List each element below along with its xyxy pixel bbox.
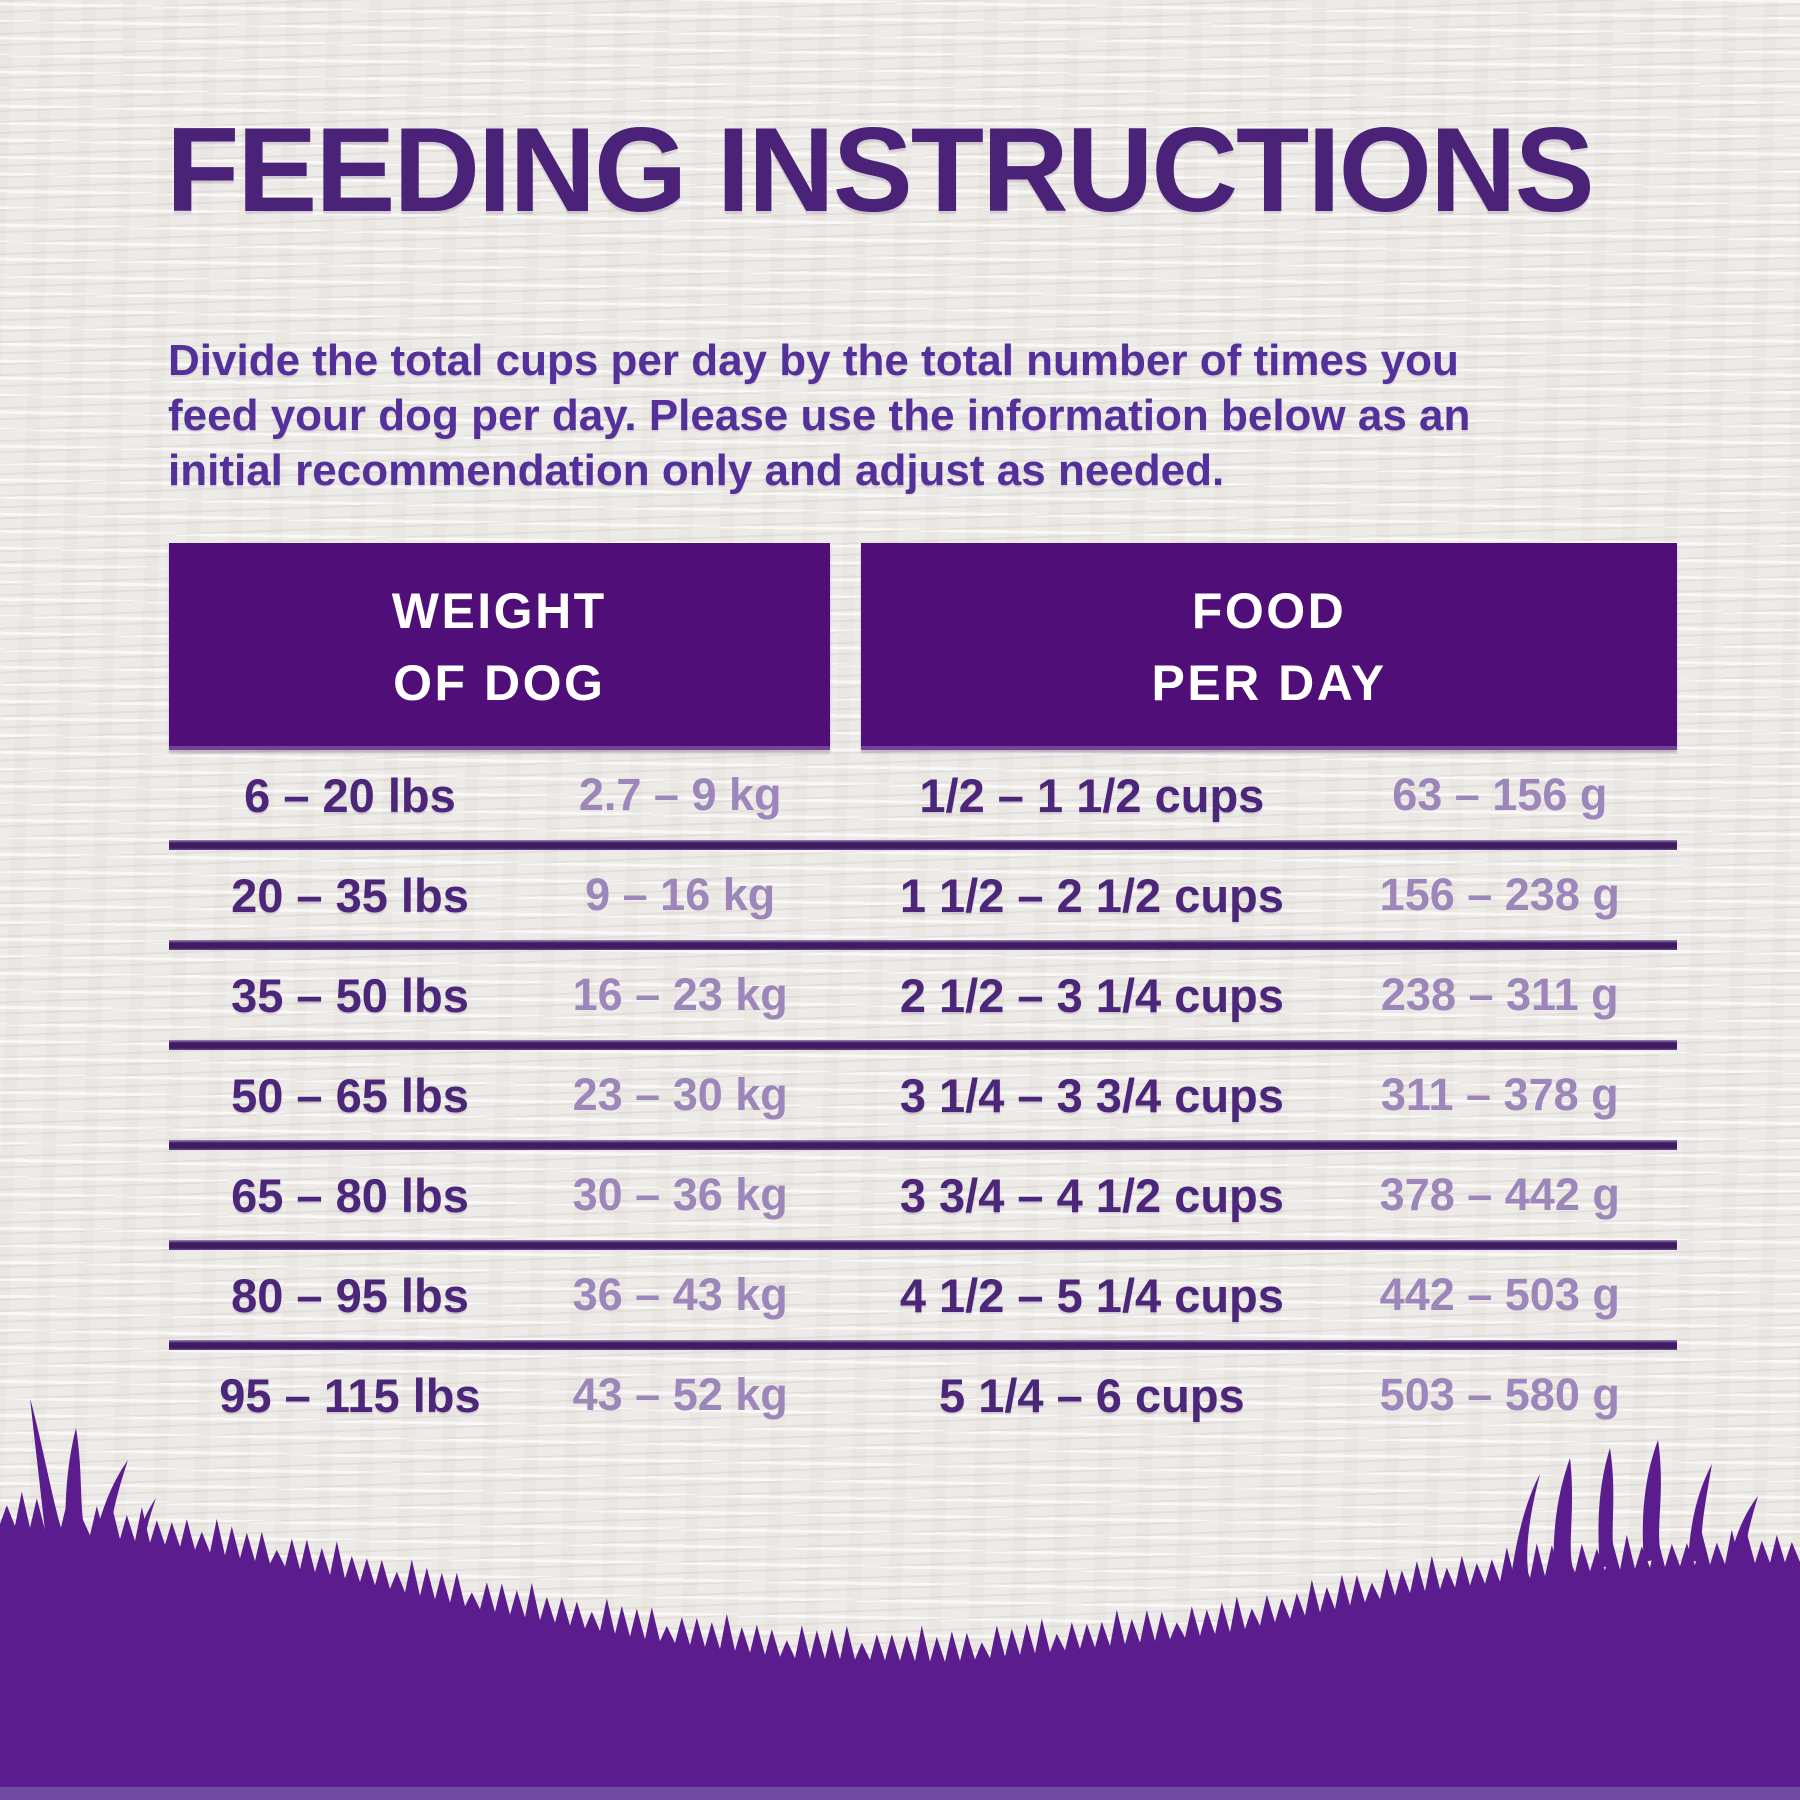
grass-mound: [0, 1491, 1800, 1800]
food-grams-cell: 156 – 238 g: [1379, 869, 1620, 920]
food-cups-cell: 4 1/2 – 5 1/4 cups: [899, 1268, 1284, 1322]
row-divider: [169, 1240, 1677, 1250]
grass-blade: [1728, 1496, 1758, 1568]
grass-blade: [1553, 1458, 1574, 1575]
weight-lbs-cell: 35 – 50 lbs: [231, 968, 469, 1022]
row-divider: [169, 1140, 1677, 1150]
row-divider: [169, 940, 1677, 950]
food-cups-cell: 3 1/4 – 3 3/4 cups: [899, 1068, 1284, 1122]
grass-blade: [92, 1460, 128, 1554]
weight-kg-cell: 30 – 36 kg: [572, 1169, 788, 1220]
intro-line-2: feed your dog per day. Please use the in…: [168, 391, 1471, 440]
header-line: OF DOG: [393, 654, 606, 711]
food-grams-cell: 238 – 311 g: [1380, 969, 1619, 1020]
row-divider: [169, 1040, 1677, 1050]
weight-kg-cell: 36 – 43 kg: [572, 1269, 788, 1320]
food-grams-cell: 503 – 580 g: [1379, 1369, 1620, 1420]
table-row: 95 – 115 lbs 43 – 52 kg 5 1/4 – 6 cups 5…: [169, 1350, 1677, 1440]
header-line: WEIGHT: [391, 582, 607, 639]
weight-kg-cell: 43 – 52 kg: [572, 1369, 788, 1420]
table-row: 50 – 65 lbs 23 – 30 kg 3 1/4 – 3 3/4 cup…: [169, 1050, 1677, 1140]
weight-kg-cell: 9 – 16 kg: [585, 869, 776, 920]
grass-blade: [1642, 1440, 1662, 1562]
intro-line-1: Divide the total cups per day by the tot…: [168, 336, 1459, 385]
food-cups-cell: 3 3/4 – 4 1/2 cups: [899, 1168, 1284, 1222]
grass-blade: [132, 1498, 156, 1558]
grass-silhouette: [0, 1400, 1800, 1800]
weight-kg-cell: 2.7 – 9 kg: [578, 769, 782, 820]
weight-lbs-cell: 6 – 20 lbs: [244, 768, 456, 822]
table-row: 65 – 80 lbs 30 – 36 kg 3 3/4 – 4 1/2 cup…: [169, 1150, 1677, 1240]
weight-lbs-cell: 50 – 65 lbs: [231, 1068, 469, 1122]
food-grams-cell: 311 – 378 g: [1380, 1069, 1619, 1120]
grass-blade: [65, 1428, 88, 1545]
weight-lbs-cell: 20 – 35 lbs: [231, 868, 469, 922]
food-grams-cell: 442 – 503 g: [1379, 1269, 1620, 1320]
feeding-table: WEIGHT OF DOG FOOD PER DAY 6 – 20 lbs 2.…: [169, 543, 1677, 1440]
intro-text: Divide the total cups per day by the tot…: [168, 333, 1470, 498]
food-cups-cell: 2 1/2 – 3 1/4 cups: [899, 968, 1284, 1022]
table-header-row: WEIGHT OF DOG FOOD PER DAY: [169, 543, 1677, 750]
grass-blade: [1510, 1474, 1540, 1585]
food-grams-cell: 63 – 156 g: [1392, 769, 1608, 820]
weight-kg-cell: 23 – 30 kg: [572, 1069, 788, 1120]
weight-kg-cell: 16 – 23 kg: [572, 969, 788, 1020]
intro-line-3: initial recommendation only and adjust a…: [168, 446, 1225, 495]
food-cups-cell: 1 1/2 – 2 1/2 cups: [899, 868, 1284, 922]
header-line: PER DAY: [1151, 654, 1387, 711]
food-cups-cell: 5 1/4 – 6 cups: [939, 1368, 1245, 1422]
weight-lbs-cell: 65 – 80 lbs: [231, 1168, 469, 1222]
grass-blade: [1598, 1448, 1616, 1568]
bottom-edge: [0, 1787, 1800, 1800]
grass-blade: [30, 1400, 64, 1540]
weight-lbs-cell: 80 – 95 lbs: [231, 1268, 469, 1322]
food-grams-cell: 378 – 442 g: [1379, 1169, 1620, 1220]
row-divider: [169, 840, 1677, 850]
table-row: 35 – 50 lbs 16 – 23 kg 2 1/2 – 3 1/4 cup…: [169, 950, 1677, 1040]
header-line: FOOD: [1191, 582, 1347, 639]
weight-lbs-cell: 95 – 115 lbs: [219, 1368, 481, 1422]
grass-blade: [1688, 1464, 1712, 1562]
table-row: 80 – 95 lbs 36 – 43 kg 4 1/2 – 5 1/4 cup…: [169, 1250, 1677, 1340]
food-cups-cell: 1/2 – 1 1/2 cups: [919, 768, 1265, 822]
weight-of-dog-header: WEIGHT OF DOG: [169, 543, 830, 750]
table-row: 20 – 35 lbs 9 – 16 kg 1 1/2 – 2 1/2 cups…: [169, 850, 1677, 940]
page-title: FEEDING INSTRUCTIONS: [166, 103, 1595, 237]
table-row: 6 – 20 lbs 2.7 – 9 kg 1/2 – 1 1/2 cups 6…: [169, 750, 1677, 840]
row-divider: [169, 1340, 1677, 1350]
food-per-day-header: FOOD PER DAY: [861, 543, 1677, 750]
